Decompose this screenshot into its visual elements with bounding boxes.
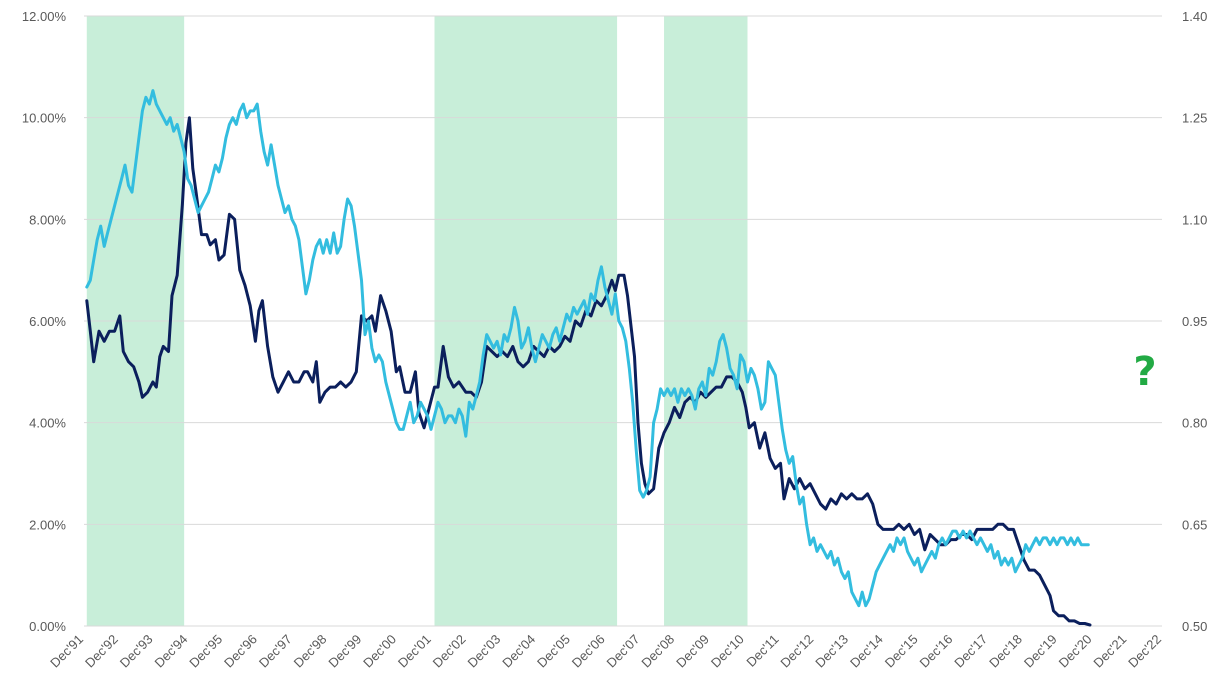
right-axis-ticks: 0.50 0.65 0.80 0.95 1.10 1.25 1.40 (1182, 9, 1207, 634)
left-tick-label: 4.00% (29, 416, 66, 431)
right-tick-label: 0.50 (1182, 619, 1207, 634)
x-tick-label: Dec'00 (360, 632, 399, 671)
x-tick-label: Dec'97 (256, 632, 295, 671)
x-tick-label: Dec'06 (569, 632, 608, 671)
left-tick-label: 0.00% (29, 619, 66, 634)
x-tick-label: Dec'07 (604, 632, 643, 671)
question-mark-annotation: ? (1133, 349, 1156, 395)
x-tick-label: Dec'92 (82, 632, 121, 671)
x-tick-label: Dec'01 (395, 632, 434, 671)
x-tick-label: Dec'93 (117, 632, 156, 671)
x-tick-label: Dec'99 (325, 632, 364, 671)
right-tick-label: 1.10 (1182, 212, 1207, 227)
x-tick-label: Dec'12 (777, 632, 816, 671)
x-tick-label: Dec'02 (430, 632, 469, 671)
left-tick-label: 8.00% (29, 212, 66, 227)
x-tick-label: Dec'91 (47, 632, 86, 671)
x-tick-label: Dec'20 (1056, 632, 1095, 671)
left-tick-label: 6.00% (29, 314, 66, 329)
series-line-2 (85, 89, 1090, 608)
x-tick-label: Dec'04 (499, 632, 538, 671)
right-tick-label: 0.80 (1182, 416, 1207, 431)
x-tick-label: Dec'15 (882, 632, 921, 671)
series-lines (85, 89, 1092, 627)
left-axis-ticks: 0.00% 2.00% 4.00% 6.00% 8.00% 10.00% 12.00% (22, 9, 67, 634)
x-tick-label: Dec'94 (152, 632, 191, 671)
x-tick-label: Dec'16 (917, 632, 956, 671)
x-tick-label: Dec'22 (1125, 632, 1164, 671)
right-tick-label: 1.25 (1182, 111, 1207, 126)
x-tick-label: Dec'09 (673, 632, 712, 671)
x-tick-label: Dec'19 (1021, 632, 1060, 671)
right-tick-label: 1.40 (1182, 9, 1207, 24)
x-tick-label: Dec'10 (708, 632, 747, 671)
x-tick-label: Dec'18 (986, 632, 1025, 671)
x-tick-label: Dec'96 (221, 632, 260, 671)
x-tick-label: Dec'08 (638, 632, 677, 671)
x-tick-label: Dec'21 (1090, 632, 1129, 671)
x-tick-label: Dec'05 (534, 632, 573, 671)
x-tick-label: Dec'14 (847, 632, 886, 671)
gridlines (84, 15, 1162, 627)
left-tick-label: 12.00% (22, 9, 67, 24)
series-line-1 (85, 116, 1092, 627)
right-tick-label: 0.65 (1182, 517, 1207, 532)
x-tick-label: Dec'95 (186, 632, 225, 671)
left-tick-label: 10.00% (22, 111, 67, 126)
x-tick-label: Dec'11 (743, 632, 781, 670)
x-tick-label: Dec'98 (291, 632, 330, 671)
x-axis-ticks: Dec'91Dec'92Dec'93Dec'94Dec'95Dec'96Dec'… (47, 632, 1164, 671)
left-tick-label: 2.00% (29, 517, 66, 532)
x-tick-label: Dec'17 (951, 632, 990, 671)
x-tick-label: Dec'03 (464, 632, 503, 671)
right-tick-label: 0.95 (1182, 314, 1207, 329)
x-tick-label: Dec'13 (812, 632, 851, 671)
